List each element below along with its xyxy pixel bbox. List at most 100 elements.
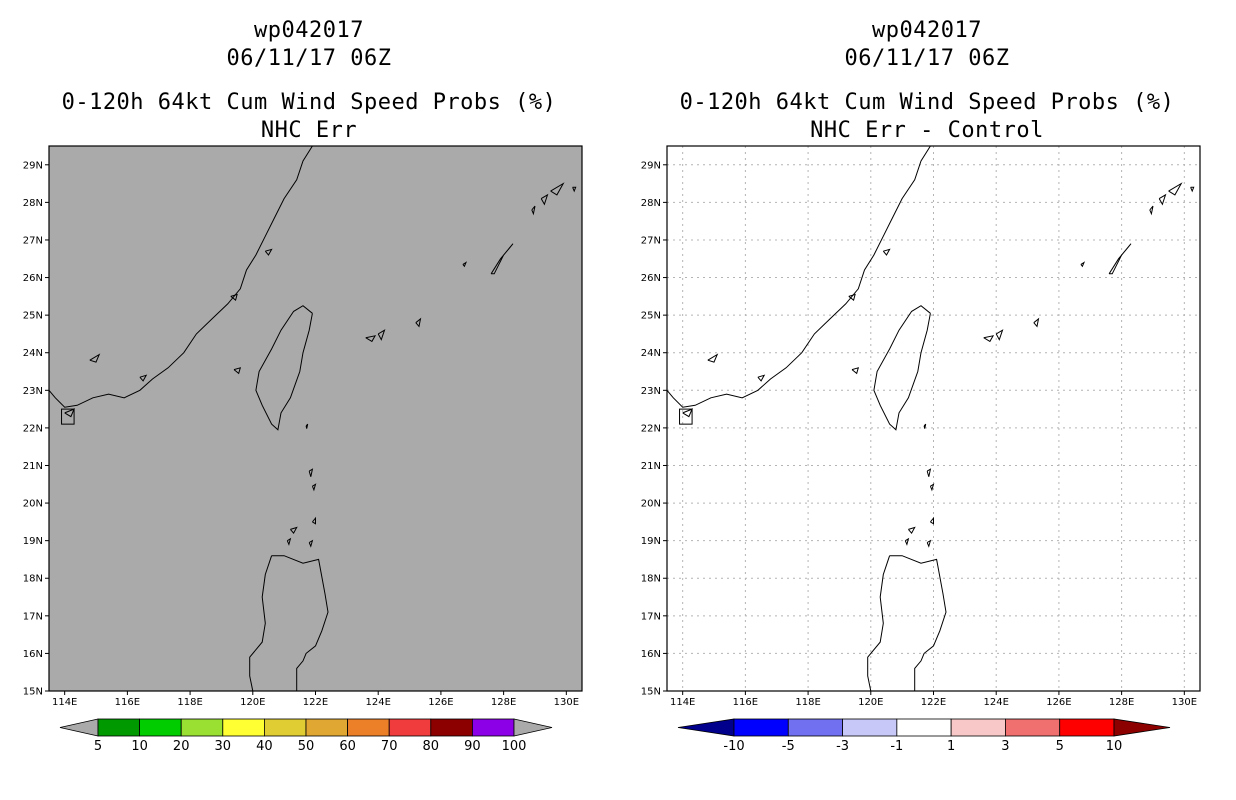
right-lat-tick-label: 15N — [641, 687, 661, 698]
right-coast-island — [848, 293, 856, 301]
left-colorbar-label: 60 — [339, 739, 356, 754]
left-lon-tick-label: 120E — [240, 697, 265, 708]
left-coast-luzon-east — [271, 555, 329, 691]
right-lon-tick-label: 122E — [921, 697, 946, 708]
right-lat-tick-label: 27N — [641, 235, 661, 246]
left-colorbar-label: 20 — [173, 739, 190, 754]
right-coast-island — [1190, 186, 1195, 193]
right-coast-island — [930, 516, 934, 525]
left-colorbar-box — [139, 718, 182, 737]
right-lat-tick-label: 29N — [641, 160, 661, 171]
left-lat-tick-label: 29N — [23, 160, 43, 171]
left-colorbar-box — [347, 718, 390, 737]
right-coast-taiwan — [873, 305, 931, 431]
left-lat-tick-label: 25N — [23, 311, 43, 322]
right-lat-tick-label: 17N — [641, 611, 661, 622]
left-colorbar-low-arrow — [59, 718, 99, 737]
left-title-line1: wp042017 — [254, 18, 364, 43]
right-coast-island — [757, 374, 766, 382]
right-lat-tick-label: 18N — [641, 574, 661, 585]
right-coast-island — [995, 329, 1004, 341]
right-colorbar-label: 3 — [1001, 739, 1009, 754]
left-coast-island — [290, 526, 298, 534]
left-colorbar-label: 30 — [215, 739, 232, 754]
left-colorbar-high-arrow — [513, 718, 553, 737]
right-lat-tick-label: 20N — [641, 499, 661, 510]
left-coast-luzon-west — [249, 555, 273, 692]
left-title-line3: 0-120h 64kt Cum Wind Speed Probs (%) — [61, 90, 557, 115]
left-lon-tick-label: 122E — [303, 697, 328, 708]
left-coast-island — [377, 329, 386, 341]
left-coast-island — [308, 468, 314, 477]
right-lat-tick-label: 19N — [641, 536, 661, 547]
left-lat-tick-label: 22N — [23, 423, 43, 434]
right-coast-island — [983, 335, 995, 343]
left-map-area — [49, 146, 582, 691]
right-colorbar-low-arrow — [677, 718, 735, 737]
right-lon-tick-label: 120E — [858, 697, 883, 708]
right-colorbar-label: -3 — [836, 739, 849, 754]
right-gridlines — [667, 146, 1200, 692]
right-lon-tick-label: 128E — [1109, 697, 1134, 708]
right-coast-island — [926, 468, 932, 477]
right-lat-tick-label: 21N — [641, 461, 661, 472]
left-coast-island — [550, 182, 565, 196]
right-lat-tick-label: 22N — [641, 423, 661, 434]
right-colorbar-label: -10 — [723, 739, 744, 754]
left-lat-tick-label: 24N — [23, 348, 43, 359]
right-lon-tick-label: 116E — [733, 697, 758, 708]
left-coast-island — [572, 186, 577, 193]
right-colorbar-box — [950, 718, 1006, 737]
right-coast-island — [707, 353, 719, 363]
right-coast-island — [1168, 182, 1183, 196]
left-coast-taiwan — [255, 305, 313, 431]
left-coast-island — [286, 537, 292, 546]
right-hong-kong-box — [679, 408, 693, 425]
left-lat-tick-label: 18N — [23, 574, 43, 585]
left-colorbar-label: 50 — [298, 739, 315, 754]
left-coastlines — [48, 145, 577, 692]
left-colorbar: 5 10 20 30 40 50 60 70 80 90 100 — [59, 718, 553, 754]
right-panel: wp042017 06/11/17 06Z 0-120h 64kt Cum Wi… — [618, 0, 1236, 800]
right-coast-island — [904, 537, 910, 546]
right-coast-island — [682, 408, 694, 418]
right-title-line2: 06/11/17 06Z — [844, 46, 1010, 71]
left-colorbar-box — [97, 718, 140, 737]
left-colorbar-box — [305, 718, 348, 737]
right-coast-island — [908, 526, 916, 534]
left-lon-tick-label: 114E — [52, 697, 77, 708]
left-lon-tick-label: 118E — [177, 697, 202, 708]
left-lat-tick-label: 21N — [23, 461, 43, 472]
left-colorbar-box — [263, 718, 307, 737]
right-lat-tick-label: 16N — [641, 649, 661, 660]
right-colorbar-box — [896, 718, 952, 737]
right-coast-island — [1158, 193, 1167, 206]
right-colorbar-box — [842, 718, 898, 737]
left-lon-tick-label: 130E — [554, 697, 579, 708]
left-hong-kong-box — [61, 408, 75, 425]
left-lon-tick-label: 124E — [366, 697, 391, 708]
left-lat-tick-label: 26N — [23, 273, 43, 284]
right-colorbar-box — [733, 718, 789, 737]
right-coast-china — [666, 145, 931, 408]
right-coast-island — [926, 539, 932, 548]
left-lat-tick-label: 20N — [23, 499, 43, 510]
left-coast-island — [311, 483, 317, 492]
right-coastlines — [666, 145, 1195, 692]
right-title-line4: NHC Err - Control — [810, 118, 1044, 143]
left-coast-island — [540, 193, 549, 206]
left-coast-island — [230, 293, 238, 301]
left-coast-island — [531, 205, 536, 216]
left-coast-island — [462, 261, 468, 268]
right-coast-island — [1149, 205, 1154, 216]
right-coast-island — [923, 423, 927, 429]
left-panel: wp042017 06/11/17 06Z 0-120h 64kt Cum Wi… — [23, 18, 583, 754]
right-colorbar-high-arrow — [1113, 718, 1171, 737]
left-coast-island — [365, 335, 377, 343]
right-title-line1: wp042017 — [872, 18, 982, 43]
left-title-line4: NHC Err — [260, 118, 358, 143]
left-colorbar-label: 100 — [502, 739, 527, 754]
left-coast-island — [490, 243, 514, 275]
left-coast-island — [233, 367, 242, 375]
right-title-line3: 0-120h 64kt Cum Wind Speed Probs (%) — [679, 90, 1175, 115]
